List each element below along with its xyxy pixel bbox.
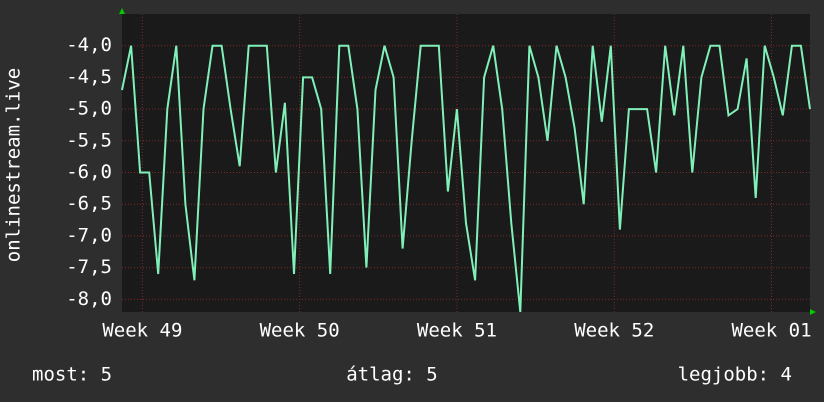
y-tick-label: -7,5	[66, 256, 112, 278]
plot-area	[122, 14, 810, 312]
y-tick-label: -5,5	[66, 129, 112, 151]
y-tick-label: -8,0	[66, 288, 112, 310]
axis-arrow	[119, 8, 125, 14]
x-tick-label: Week 01	[731, 320, 811, 342]
axis-arrow	[810, 309, 816, 315]
y-tick-label: -4,5	[66, 66, 112, 88]
x-tick-label: Week 52	[574, 320, 654, 342]
x-tick-label: Week 49	[102, 320, 182, 342]
data-line	[121, 44, 811, 313]
y-tick-label: -7,0	[66, 224, 112, 246]
y-tick-label: -5,0	[66, 98, 112, 120]
stat-best: legjobb: 4	[678, 364, 792, 386]
x-tick-label: Week 51	[417, 320, 497, 342]
y-axis-label: onlinestream.live	[3, 68, 25, 262]
stat-current: most: 5	[32, 364, 112, 386]
x-tick-label: Week 50	[260, 320, 340, 342]
y-tick-label: -6,0	[66, 161, 112, 183]
stat-average: átlag: 5	[346, 364, 438, 386]
y-tick-label: -4,0	[66, 34, 112, 56]
y-tick-label: -6,5	[66, 193, 112, 215]
